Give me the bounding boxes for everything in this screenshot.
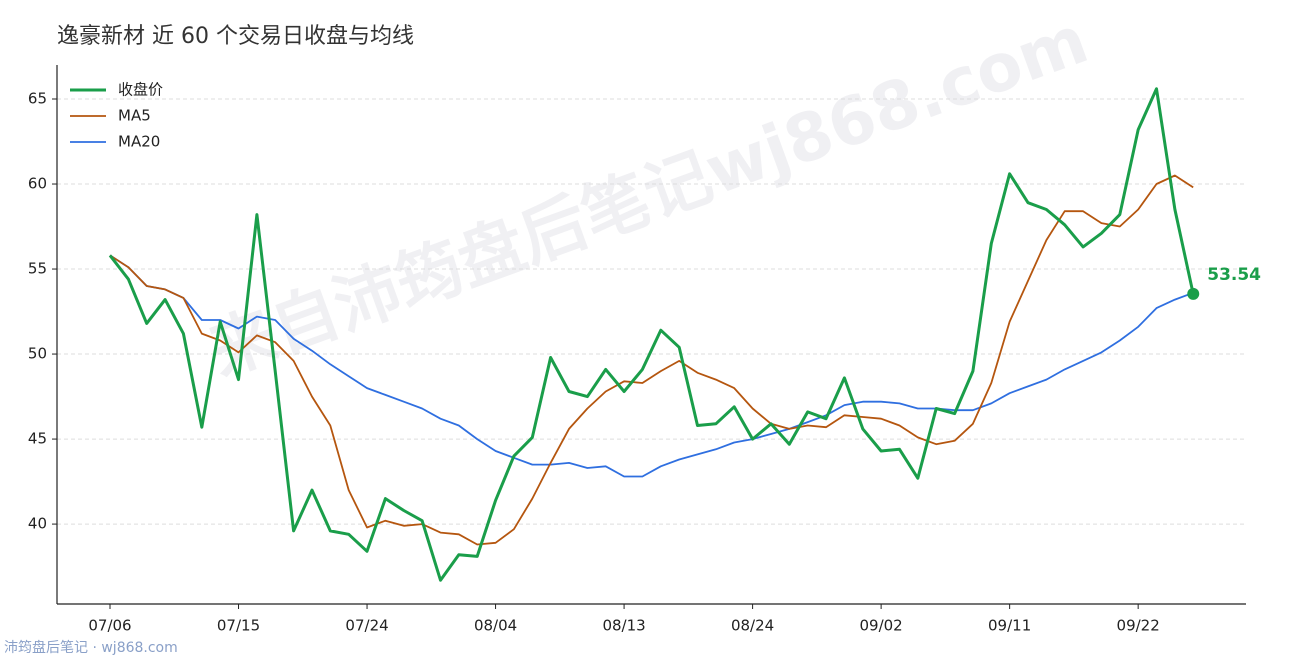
y-tick-label: 40 xyxy=(28,515,47,533)
legend-label: MA5 xyxy=(118,107,151,125)
y-tick-label: 65 xyxy=(28,90,47,108)
y-tick-label: 45 xyxy=(28,430,47,448)
series-line xyxy=(109,174,1194,546)
legend-label: MA20 xyxy=(118,133,160,151)
x-tick-label: 08/24 xyxy=(731,617,774,635)
x-tick-label: 07/06 xyxy=(88,617,131,635)
series-line xyxy=(109,254,1194,478)
watermark: 来自沛筠盘后笔记wj868.com xyxy=(199,1,1097,391)
y-tick-label: 55 xyxy=(28,260,47,278)
footer: 沛筠盘后笔记 · wj868.com xyxy=(4,639,178,656)
last-point xyxy=(1187,287,1200,300)
y-tick-label: 60 xyxy=(28,175,47,193)
y-tick-label: 50 xyxy=(28,345,47,363)
x-tick-label: 08/13 xyxy=(602,617,645,635)
x-tick-label: 09/02 xyxy=(860,617,903,635)
x-tick-label: 07/24 xyxy=(345,617,388,635)
x-tick-label: 09/22 xyxy=(1117,617,1160,635)
chart-title: 逸豪新材 近 60 个交易日收盘与均线 xyxy=(57,24,414,49)
x-tick-label: 09/11 xyxy=(988,617,1031,635)
last-value-label: 53.54 xyxy=(1207,265,1261,285)
legend-label: 收盘价 xyxy=(118,81,163,99)
series-line xyxy=(108,87,1195,582)
x-tick-label: 08/04 xyxy=(474,617,517,635)
x-tick-label: 07/15 xyxy=(217,617,260,635)
